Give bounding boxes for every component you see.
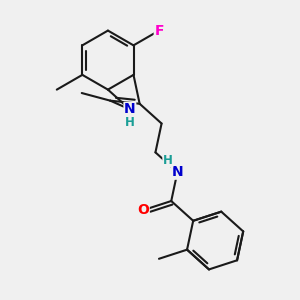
Text: N: N — [172, 165, 183, 179]
Text: F: F — [154, 24, 164, 38]
Text: H: H — [125, 116, 135, 129]
Text: O: O — [137, 203, 149, 217]
Text: N: N — [124, 102, 136, 116]
Text: H: H — [163, 154, 173, 167]
